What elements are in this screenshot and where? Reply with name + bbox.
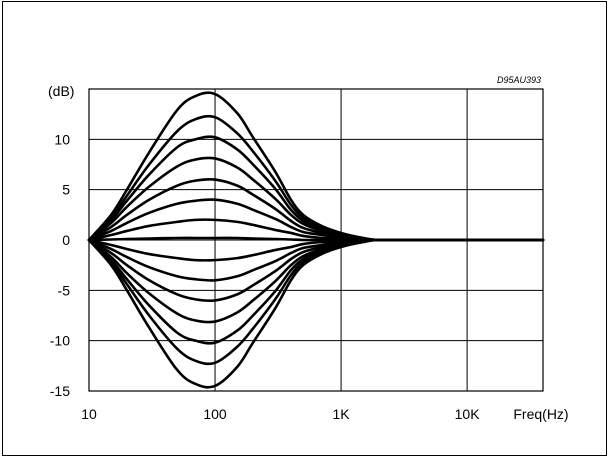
x-tick-label: 10 (81, 406, 97, 422)
x-tick-label: 100 (203, 406, 227, 422)
y-axis-label: (dB) (48, 83, 74, 99)
x-axis-label: Freq(Hz) (513, 406, 568, 422)
x-tick-label: 10K (455, 406, 481, 422)
response-curve-4 (87, 156, 545, 242)
figure-id-label: D95AU393 (497, 75, 541, 85)
y-tick-label: -5 (58, 282, 71, 298)
tick-labels: 10 5 0 -5 -10 -15 10 100 1K 10K (50, 131, 480, 422)
y-tick-label: -15 (50, 383, 70, 399)
y-tick-label: 10 (54, 131, 70, 147)
response-curve-10 (87, 238, 545, 282)
series-lines (87, 91, 545, 389)
y-tick-label: 0 (62, 232, 70, 248)
grid-lines (89, 89, 543, 391)
response-curve-14 (87, 238, 545, 366)
plot-area-border (88, 88, 544, 392)
response-curve-15 (87, 238, 545, 389)
y-tick-label: -10 (50, 333, 70, 349)
y-tick-label: 5 (62, 182, 70, 198)
response-curve-6 (87, 198, 545, 242)
response-curve-2 (87, 114, 545, 242)
x-tick-label: 1K (333, 406, 351, 422)
